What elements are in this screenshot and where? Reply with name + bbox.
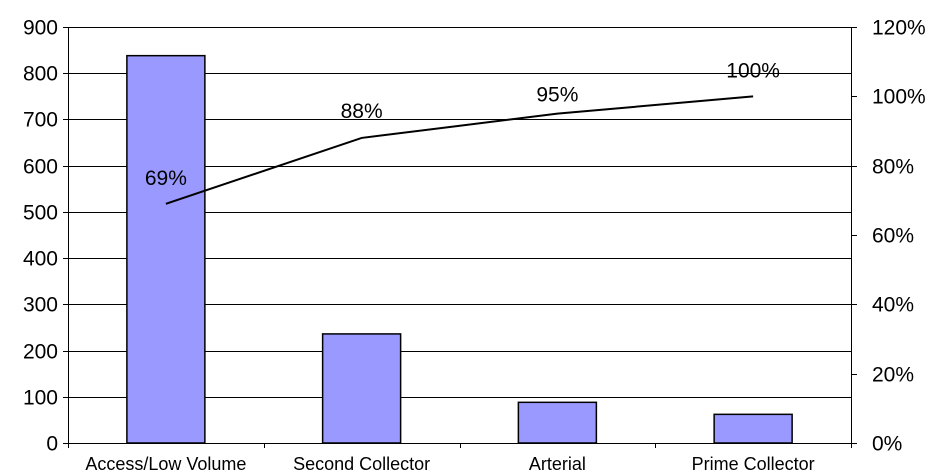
data-label: 95% (536, 84, 578, 107)
category-label: Access/Low Volume (85, 454, 246, 474)
right-tick-label: 80% (872, 156, 914, 179)
left-tick-label: 900 (23, 17, 58, 40)
bar (321, 333, 402, 444)
bar (126, 54, 206, 444)
left-tick-label: 800 (23, 63, 58, 86)
left-tick-label: 100 (23, 387, 58, 410)
right-tick-label: 20% (872, 364, 914, 387)
bar (517, 401, 598, 444)
category-label: Second Collector (293, 454, 430, 474)
left-tick-label: 500 (23, 202, 58, 225)
right-tick-label: 0% (872, 433, 902, 456)
left-tick-label: 700 (23, 109, 58, 132)
category-label: Arterial (529, 454, 586, 474)
axes (63, 27, 857, 448)
bars (126, 54, 793, 444)
left-tick-label: 300 (23, 294, 58, 317)
right-tick-label: 40% (872, 294, 914, 317)
bar (713, 413, 793, 444)
left-tick-label: 200 (23, 341, 58, 364)
data-label: 100% (726, 59, 780, 82)
left-tick-label: 400 (23, 248, 58, 271)
labels: 0 100 200 300 400 500 600 700 800 900 0% 20% 40% 60% 8… (23, 17, 926, 475)
data-label: 69% (145, 167, 187, 190)
right-tick-label: 120% (872, 17, 926, 40)
data-label: 88% (341, 100, 383, 123)
cumulative-line (165, 95, 754, 205)
right-tick-label: 100% (872, 86, 926, 109)
left-tick-label: 0 (46, 433, 58, 456)
cumulative-line-path (165, 95, 754, 205)
right-tick-label: 60% (872, 225, 914, 248)
category-label: Prime Collector (692, 454, 815, 474)
left-tick-label: 600 (23, 156, 58, 179)
